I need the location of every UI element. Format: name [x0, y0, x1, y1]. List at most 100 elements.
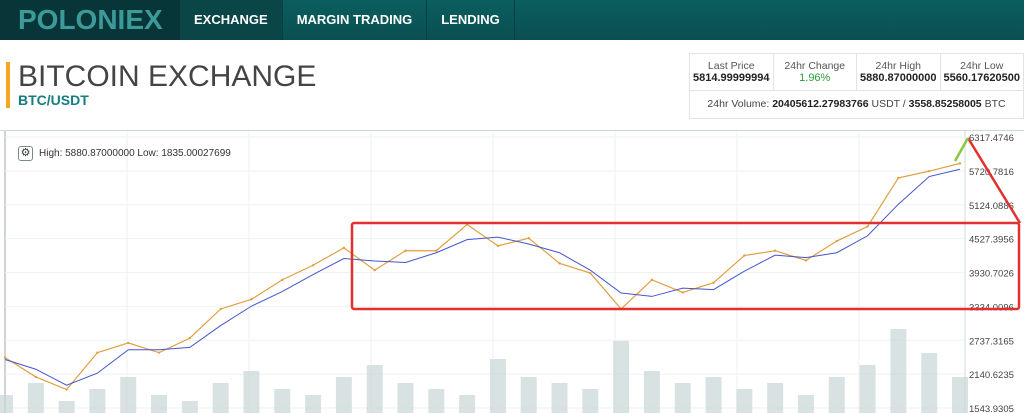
price-point	[897, 176, 900, 180]
change-24h: 24hr Change 1.96%	[774, 54, 857, 90]
volume-bar	[674, 383, 691, 413]
volume-btc: 3558.85258005	[908, 98, 982, 110]
price-point	[188, 336, 192, 340]
volume-label: 24hr Volume:	[707, 98, 770, 110]
volume-bar	[921, 353, 938, 413]
price-chart[interactable]: 6317.4746 5720.7816 5124.0886 4527.3956 3930…	[0, 130, 1024, 413]
volume-bar	[151, 395, 168, 413]
volume-bar	[582, 389, 599, 413]
price-point	[773, 249, 777, 252]
tab-lending[interactable]: LENDING	[427, 0, 515, 40]
volume-24h: 24hr Volume: 20405612.27983766 USDT / 35…	[690, 91, 1023, 118]
price-point	[435, 249, 438, 252]
chart-high-low: High: 5880.87000000 Low: 1835.00027699	[39, 148, 231, 159]
volume-bar	[305, 395, 322, 413]
volume-bar	[767, 383, 784, 413]
volume-bar	[859, 365, 876, 413]
page-header: BITCOIN EXCHANGE BTC/USDT	[6, 62, 316, 108]
top-nav: POLONIEX EXCHANGE MARGIN TRADING LENDING	[0, 0, 1024, 40]
price-point	[404, 249, 407, 252]
price-point	[34, 375, 38, 379]
price-point	[712, 281, 715, 284]
price-point	[927, 169, 931, 173]
volume-bar	[643, 371, 660, 413]
price-point	[65, 388, 68, 391]
btc-unit: BTC	[984, 98, 1006, 110]
volume-bar	[797, 395, 814, 413]
volume-bar	[890, 329, 907, 413]
change-label: 24hr Change	[784, 60, 846, 72]
price-point	[866, 225, 869, 228]
high-value: 5880.87000000	[860, 72, 937, 84]
market-pair: BTC/USDT	[18, 92, 89, 108]
page-title: BITCOIN EXCHANGE	[18, 60, 317, 93]
volume-bar	[120, 377, 137, 413]
y-tick-label: 3930.7026	[969, 269, 1014, 280]
price-point	[281, 278, 284, 282]
tab-exchange[interactable]: EXCHANGE	[180, 0, 283, 40]
price-point	[558, 262, 561, 265]
usdt-unit: USDT /	[871, 98, 906, 110]
price-point	[342, 246, 346, 250]
volume-bar	[613, 341, 630, 413]
trend-arrow	[953, 137, 970, 162]
gear-icon[interactable]: ⚙	[18, 146, 33, 161]
volume-bar	[397, 383, 414, 413]
volume-bar	[428, 389, 445, 413]
annotation-line	[966, 137, 1022, 224]
price-point	[589, 271, 592, 275]
volume-bar	[274, 389, 291, 413]
price-point	[804, 259, 808, 262]
low-label: 24hr Low	[960, 60, 1004, 72]
y-tick-label: 5720.7816	[969, 167, 1014, 178]
y-tick-label: 2140.6235	[969, 370, 1014, 381]
y-tick-label: 1543.9305	[969, 404, 1014, 413]
tab-margin-trading[interactable]: MARGIN TRADING	[283, 0, 428, 40]
price-point	[157, 351, 161, 354]
price-point	[127, 341, 130, 345]
price-point	[681, 291, 684, 294]
last-price-value: 5814.99999994	[693, 72, 770, 84]
volume-bar	[489, 359, 506, 413]
price-point	[96, 351, 99, 354]
volume-bar	[705, 377, 722, 413]
chart-info: ⚙ High: 5880.87000000 Low: 1835.00027699	[18, 146, 231, 161]
volume-bar	[551, 383, 568, 413]
price-point	[958, 162, 962, 165]
moving-average-line	[4, 168, 961, 386]
price-point	[496, 244, 500, 248]
poloniex-logo[interactable]: POLONIEX	[0, 0, 180, 40]
volume-bar	[27, 383, 44, 413]
change-value: 1.96%	[799, 72, 831, 84]
volume-bar	[459, 395, 476, 413]
highlight-box	[350, 221, 1021, 311]
volume-bar	[0, 395, 13, 413]
volume-bar	[952, 377, 968, 413]
price-point	[3, 356, 7, 359]
low-value: 5560.17620500	[943, 72, 1020, 84]
price-point	[250, 298, 253, 301]
y-tick-label: 4527.3956	[969, 235, 1014, 246]
volume-usdt: 20405612.27983766	[772, 98, 869, 110]
high-label: 24hr High	[875, 60, 922, 72]
volume-bar	[736, 389, 753, 413]
price-point	[835, 239, 838, 243]
high-24h: 24hr High 5880.87000000	[857, 54, 941, 90]
y-tick-label: 2737.3165	[969, 336, 1014, 347]
low-24h: 24hr Low 5560.17620500	[941, 54, 1024, 90]
volume-bar	[520, 377, 537, 413]
y-tick-label: 6317.4746	[969, 133, 1014, 144]
volume-bar	[828, 377, 845, 413]
last-price-label: Last Price	[707, 60, 755, 72]
price-point	[527, 236, 530, 240]
volume-bar	[89, 389, 106, 413]
price-point	[650, 278, 654, 282]
price-point	[373, 268, 376, 272]
price-point	[219, 307, 222, 311]
volume-bar	[181, 401, 198, 413]
volume-bar	[366, 365, 383, 413]
price-point	[743, 254, 746, 257]
volume-bar	[212, 383, 229, 413]
volume-bar	[243, 371, 260, 413]
chart-canvas: 6317.4746 5720.7816 5124.0886 4527.3956 3930…	[0, 131, 1022, 413]
